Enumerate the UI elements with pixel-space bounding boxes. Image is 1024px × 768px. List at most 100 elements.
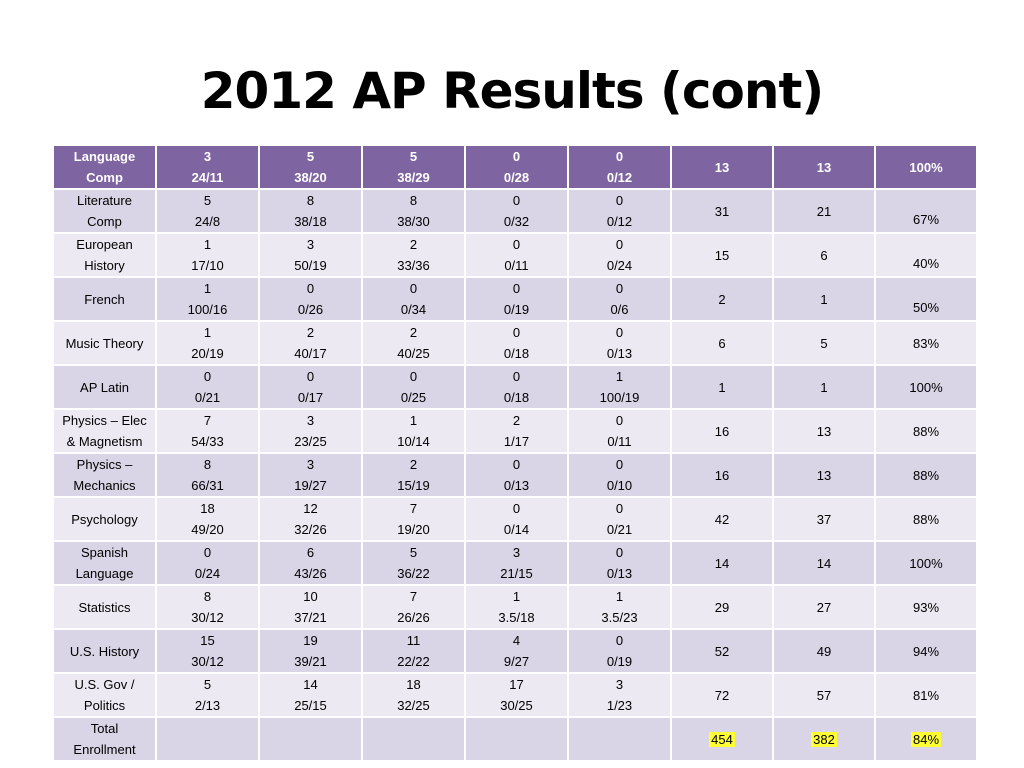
score-count: 0: [512, 149, 521, 164]
table-row: AP Latin 0 0/21 0 0/17 0 0/25 0 0/18 1 100/19 1 1 100…: [52, 364, 978, 410]
course-name-cell: U.S. History: [52, 628, 157, 674]
course-name-cell: French: [52, 276, 157, 322]
score-cell: 0 0/24: [155, 540, 260, 586]
tested-value: 57: [816, 687, 832, 703]
score-cell: 3 24/11: [155, 144, 260, 190]
score-cell: 4 9/27: [464, 628, 569, 674]
enrolled-cell: 42: [670, 496, 774, 542]
score-count: 0: [615, 457, 624, 472]
enrolled-value: 14: [714, 555, 730, 571]
score-cell: 0 0/13: [567, 320, 672, 366]
enrolled-cell: 454: [670, 716, 774, 762]
course-name-line: History: [84, 258, 125, 273]
enrolled-value: 16: [714, 467, 730, 483]
score-cell: 0 0/25: [361, 364, 466, 410]
tested-cell: 13: [772, 452, 876, 498]
score-cell: 0 0/13: [464, 452, 569, 498]
score-ratio: 0/32: [503, 214, 530, 229]
score-ratio: 19/20: [397, 522, 430, 537]
percent-cell: 83%: [874, 320, 978, 366]
score-ratio: 0/11: [607, 434, 632, 449]
score-cell: 0 0/32: [464, 188, 569, 234]
course-name-cell: Physics – Mechanics: [52, 452, 157, 498]
tested-cell: 5: [772, 320, 876, 366]
score-cell: 1 17/10: [155, 232, 260, 278]
score-cell: 5 2/13: [155, 672, 260, 718]
course-name-line: AP Latin: [80, 379, 129, 395]
score-ratio: 23/25: [294, 434, 327, 449]
ap-results-table: Language Comp 3 24/11 5 38/20 5 38/29 0 0/28 0 0/12…: [52, 144, 978, 762]
course-name-line: U.S. Gov /: [74, 677, 135, 692]
score-count: 4: [512, 633, 521, 648]
score-ratio: 9/27: [503, 654, 530, 669]
course-name-cell: Literature Comp: [52, 188, 157, 234]
score-cell: 0 0/12: [567, 188, 672, 234]
score-count: 2: [306, 325, 315, 340]
enrolled-value: 15: [714, 247, 730, 263]
score-ratio: 39/21: [294, 654, 327, 669]
score-count: 3: [306, 413, 315, 428]
tested-cell: 57: [772, 672, 876, 718]
score-ratio: 49/20: [191, 522, 224, 537]
score-cell: 0 0/21: [567, 496, 672, 542]
score-count: 0: [203, 545, 212, 560]
score-cell: 8 66/31: [155, 452, 260, 498]
course-name-cell: Language Comp: [52, 144, 157, 190]
course-name-line: Total: [90, 721, 119, 736]
score-ratio: 30/25: [500, 698, 533, 713]
score-ratio: 36/22: [397, 566, 430, 581]
percent-cell: 88%: [874, 452, 978, 498]
tested-cell: 13: [772, 144, 876, 190]
score-count: 8: [409, 193, 418, 208]
percent-value: 67%: [912, 212, 940, 227]
tested-value: 14: [816, 555, 832, 571]
score-ratio: 21/15: [500, 566, 533, 581]
score-ratio: 100/16: [187, 302, 228, 317]
score-cell: 2 15/19: [361, 452, 466, 498]
score-cell: 7 54/33: [155, 408, 260, 454]
score-cell: 15 30/12: [155, 628, 260, 674]
score-ratio: 33/36: [397, 258, 430, 273]
score-count: 0: [615, 633, 624, 648]
score-ratio: 0/13: [606, 566, 633, 581]
enrolled-value: 13: [714, 159, 730, 175]
score-ratio: 24/8: [194, 214, 221, 229]
score-count: 0: [306, 281, 315, 296]
score-cell: 2 33/36: [361, 232, 466, 278]
total-row: Total Enrollment 454 382 84%: [52, 716, 978, 762]
score-cell: 14 25/15: [258, 672, 363, 718]
score-ratio: 0/24: [606, 258, 633, 273]
score-count: 5: [409, 545, 418, 560]
score-count: 18: [406, 677, 421, 692]
score-count: 0: [615, 325, 624, 340]
course-name-line: Literature: [77, 193, 132, 208]
score-ratio: 0/34: [400, 302, 427, 317]
enrolled-cell: 14: [670, 540, 774, 586]
score-cell: [567, 716, 672, 762]
score-cell: 12 32/26: [258, 496, 363, 542]
score-count: 2: [409, 237, 418, 252]
score-ratio: 24/11: [191, 170, 224, 185]
score-count: 7: [203, 413, 212, 428]
header-row: Language Comp 3 24/11 5 38/20 5 38/29 0 0/28 0 0/12…: [52, 144, 978, 190]
score-count: 18: [200, 501, 215, 516]
enrolled-value: 42: [714, 511, 730, 527]
percent-value: 50%: [912, 300, 940, 315]
score-ratio: 0/11: [504, 258, 529, 273]
score-ratio: 15/19: [397, 478, 430, 493]
percent-value: 100%: [909, 379, 943, 395]
score-cell: 3 23/25: [258, 408, 363, 454]
score-cell: 0 0/21: [155, 364, 260, 410]
score-ratio: 0/12: [606, 170, 633, 185]
course-name-cell: Physics – Elec & Magnetism: [52, 408, 157, 454]
score-count: 19: [303, 633, 318, 648]
score-count: 3: [512, 545, 521, 560]
enrolled-value: 31: [714, 203, 730, 219]
score-ratio: 66/31: [191, 478, 224, 493]
score-ratio: 22/22: [397, 654, 430, 669]
percent-value: 88%: [912, 423, 940, 439]
course-name-cell: European History: [52, 232, 157, 278]
score-cell: 0 0/14: [464, 496, 569, 542]
table-row: U.S. History 15 30/12 19 39/21 11 22/22 4 9/27 0 0…: [52, 628, 978, 674]
table-row: U.S. Gov / Politics 5 2/13 14 25/15 18 32/25 17 3…: [52, 672, 978, 718]
